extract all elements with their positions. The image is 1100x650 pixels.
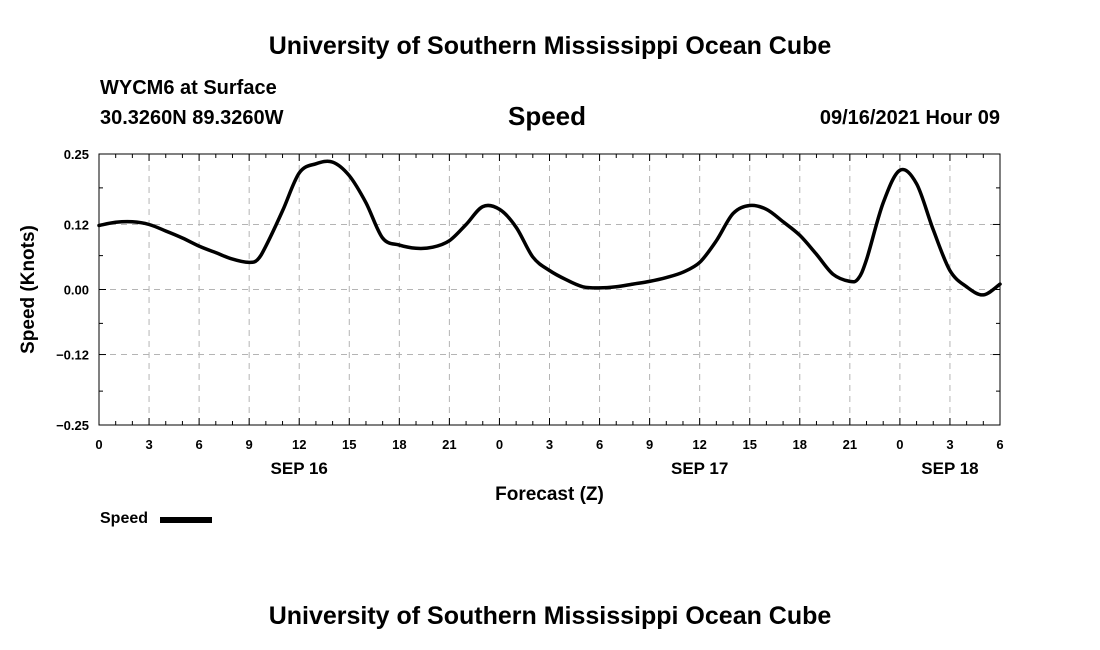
y-tick-label: 0.12 [64,217,89,232]
x-tick-label: 21 [442,437,456,452]
x-tick-label: 6 [996,437,1003,452]
x-tick-label: 9 [246,437,253,452]
x-tick-label: 15 [342,437,356,452]
x-tick-label: 12 [292,437,306,452]
legend-line-swatch [160,517,212,523]
x-tick-label: 12 [692,437,706,452]
station-coords: 30.3260N 89.3260W [100,107,284,129]
x-tick-label: 6 [195,437,202,452]
plot-frame [98,153,1001,426]
forecast-datetime: 09/16/2021 Hour 09 [819,107,1000,129]
x-date-label: SEP 17 [671,459,728,478]
y-tick-label: −0.25 [56,418,89,433]
speed-series-line [97,159,1002,297]
grid-lines [99,154,1000,425]
top-title: University of Southern Mississippi Ocean… [268,32,832,60]
x-tick-label: 18 [392,437,406,452]
x-tick-label: 3 [145,437,152,452]
y-tick-label: 0.25 [64,147,89,162]
y-axis-label: Speed (Knots) [18,225,39,354]
chart-title: Speed [508,101,587,131]
x-tick-label: 0 [896,437,903,452]
y-tick-label: −0.12 [56,348,89,363]
x-date-label: SEP 16 [271,459,328,478]
legend-label: Speed [100,510,149,527]
x-tick-label: 9 [646,437,653,452]
x-tick-label: 3 [546,437,553,452]
y-tick-label: 0.00 [64,283,89,298]
x-date-label: SEP 18 [921,459,978,478]
x-tick-label: 18 [793,437,807,452]
x-tick-label: 21 [843,437,857,452]
x-tick-label: 6 [596,437,603,452]
tick-labels: 0 3 6 9 12 15 18 21 0 3 6 9 12 15 18 21 0 3 6 0.25 0.12 0.00 −… [56,147,1004,478]
x-tick-label: 3 [946,437,953,452]
x-tick-label: 15 [742,437,756,452]
x-axis-label: Forecast (Z) [495,484,604,505]
station-label: WYCM6 at Surface [100,77,277,99]
x-tick-label: 0 [496,437,503,452]
x-tick-label: 0 [95,437,102,452]
bottom-title: University of Southern Mississippi Ocean… [268,602,832,630]
